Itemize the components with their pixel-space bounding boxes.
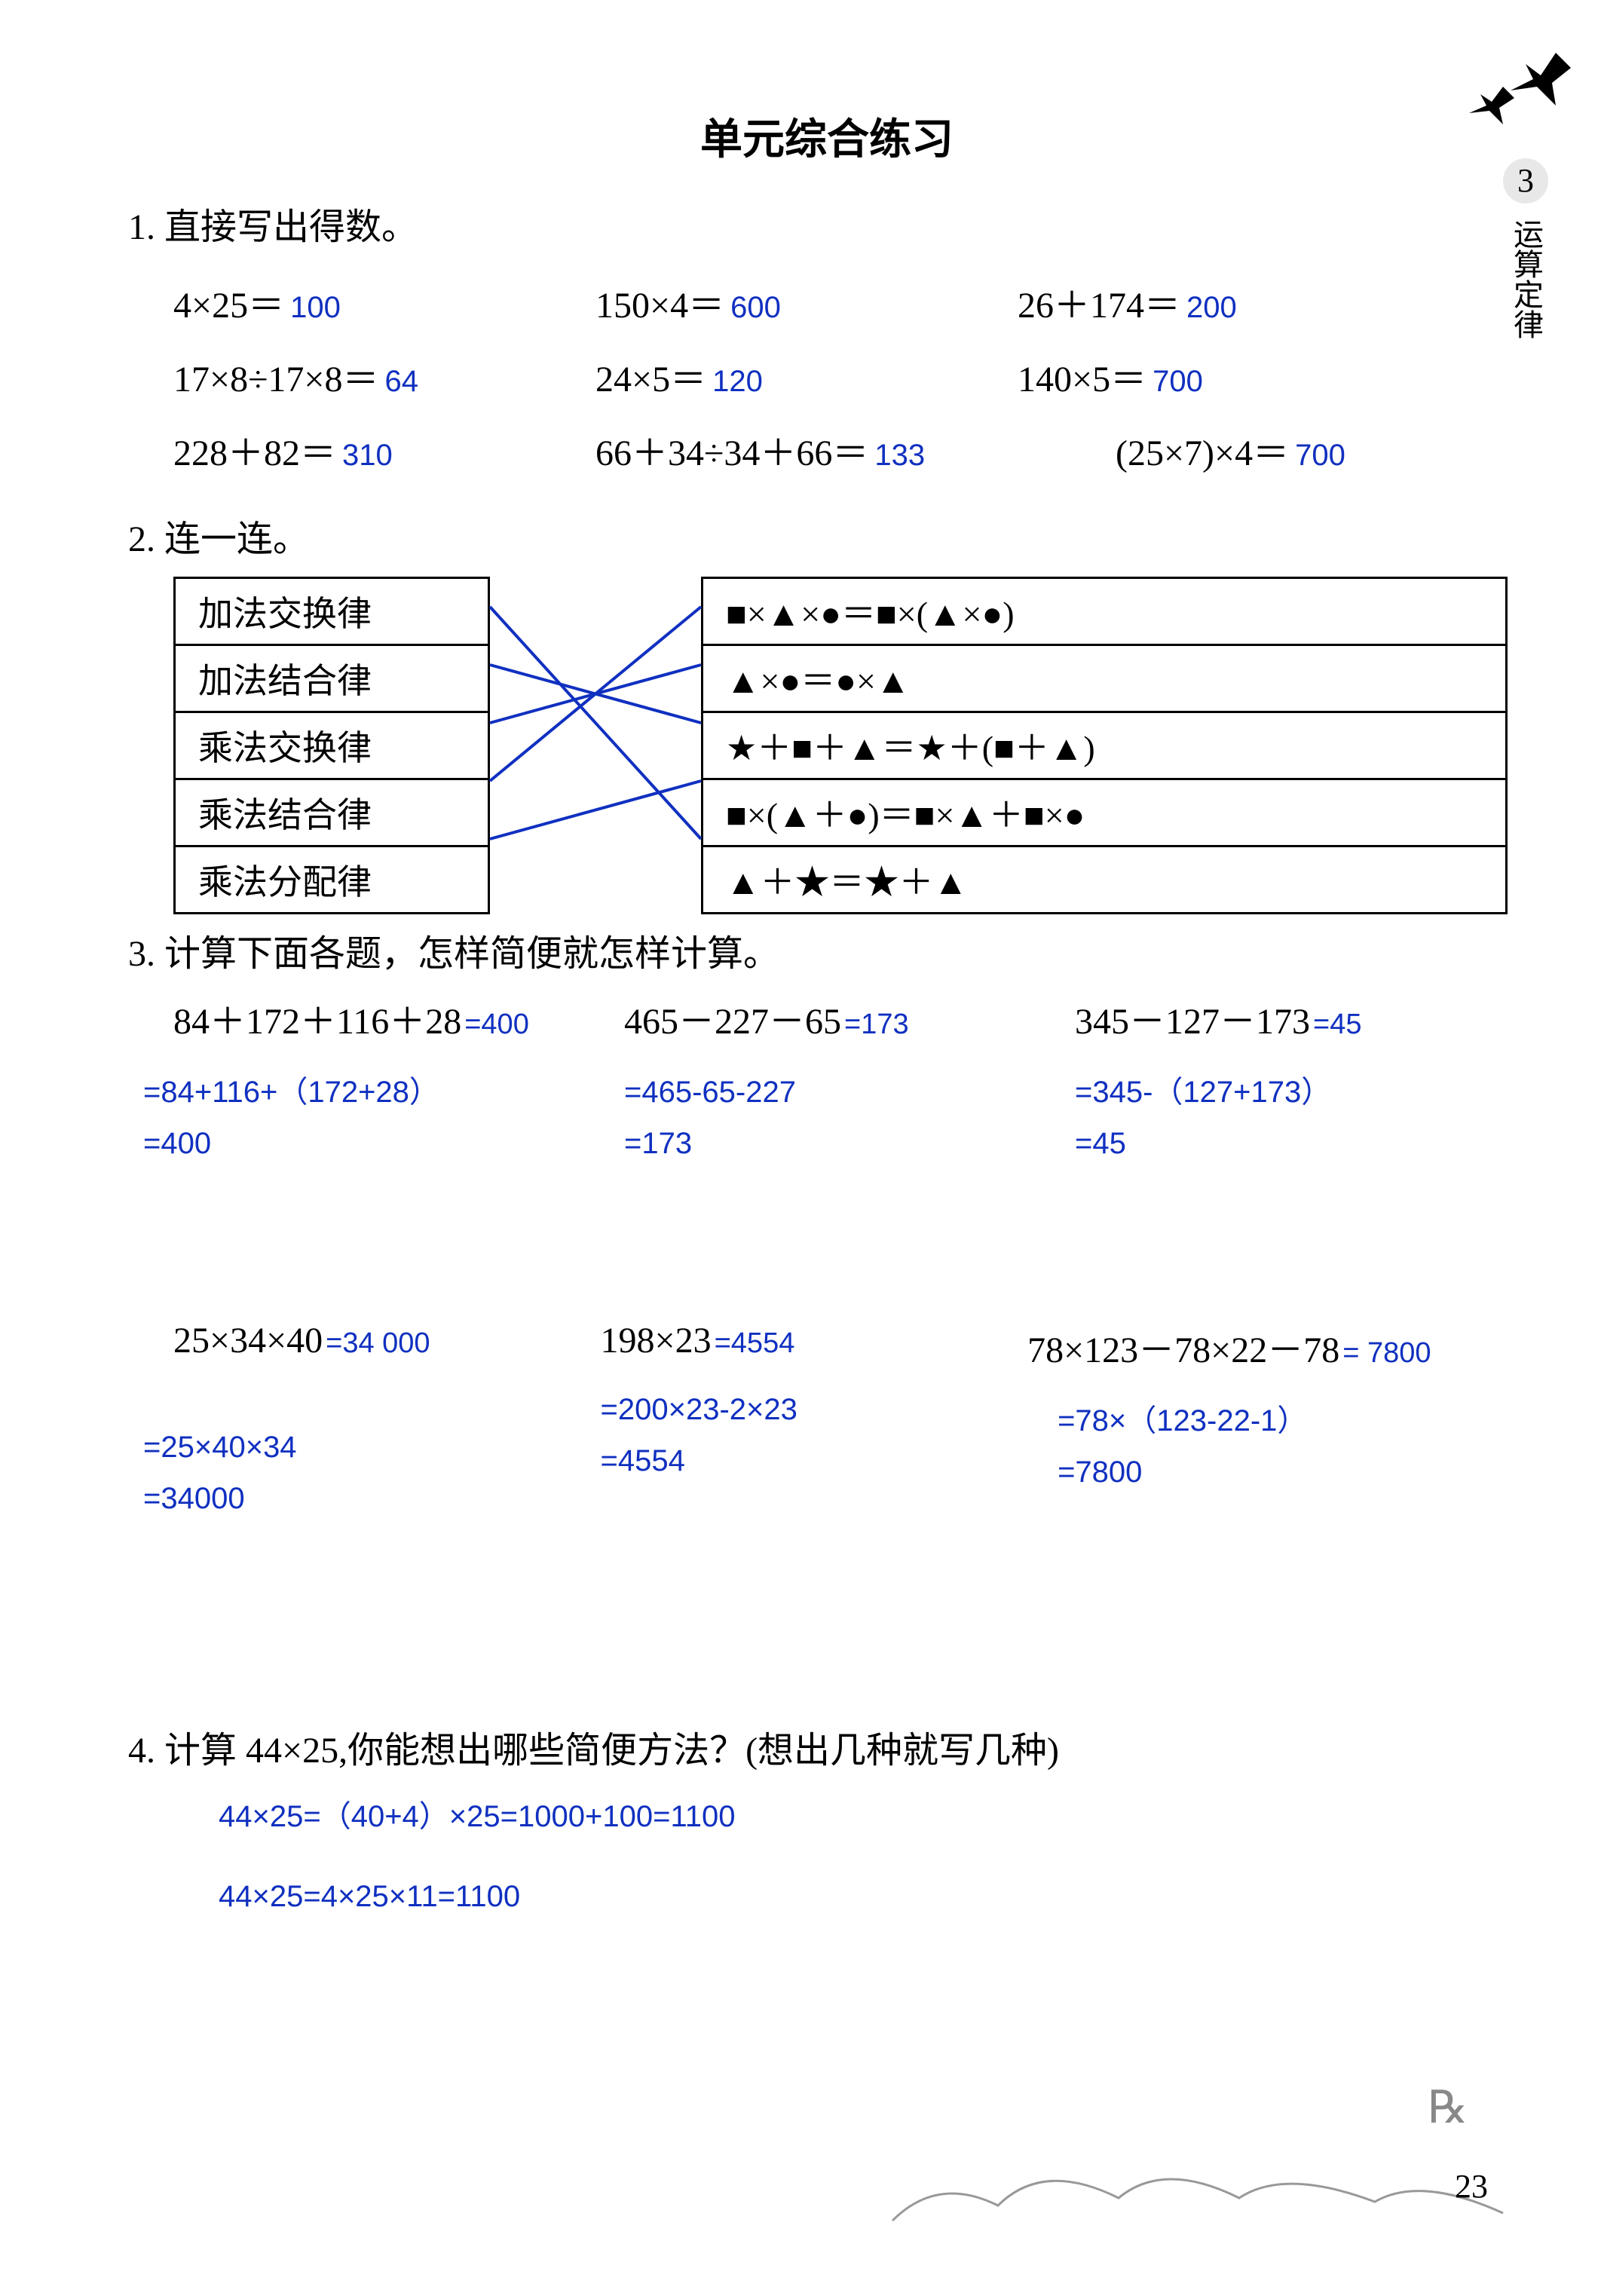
q2-right-cell: ■×(▲＋●)＝■×▲＋■×● xyxy=(703,779,1507,846)
q2-left-cell: 加法结合律 xyxy=(175,645,489,712)
q1-grid: 4×25＝100 150×4＝600 26＋174＝200 17×8÷17×8＝… xyxy=(173,265,1526,486)
q3-row2: 25×34×40=34 000 =25×40×34 =34000 198×23=… xyxy=(173,1320,1526,1524)
q2-left-table: 加法交换律 加法结合律 乘法交换律 乘法结合律 乘法分配律 xyxy=(173,577,490,914)
q1-ans: 100 xyxy=(290,291,341,325)
chapter-label: 运算定律 xyxy=(1508,219,1544,339)
q1-expr: 150×4＝ xyxy=(595,275,724,328)
bird-icon xyxy=(1458,45,1571,143)
q1-expr: 26＋174＝ xyxy=(1018,275,1180,328)
q2-right-cell: ▲＋★＝★＋▲ xyxy=(703,846,1507,914)
q3-expr: 84＋172＋116＋28 xyxy=(173,1002,461,1042)
q3-expr: 78×123－78×22－78 xyxy=(1027,1330,1339,1370)
q3-work: =465-65-227 xyxy=(624,1067,1075,1118)
svg-text:℞: ℞ xyxy=(1428,2083,1468,2132)
q2-left-cell: 乘法结合律 xyxy=(175,779,489,846)
q1-ans: 310 xyxy=(342,439,393,473)
q3-prompt: 3. 计算下面各题，怎样简便就怎样计算。 xyxy=(128,923,1526,976)
q4-work: 44×25=（40+4）×25=1000+100=1100 xyxy=(219,1788,1526,1845)
q1-ans: 700 xyxy=(1153,365,1203,399)
q1-prompt: 1. 直接写出得数。 xyxy=(128,197,1526,249)
q2-left-cell: 乘法分配律 xyxy=(175,846,489,914)
page-title: 单元综合练习 xyxy=(128,106,1526,167)
q1-expr: 228＋82＝ xyxy=(173,423,336,476)
q3-ans: =4554 xyxy=(715,1327,795,1359)
q1-ans: 200 xyxy=(1186,291,1237,325)
q3-ans: =400 xyxy=(464,1009,529,1040)
chapter-number: 3 xyxy=(1503,158,1548,204)
q1-expr: 17×8÷17×8＝ xyxy=(173,349,379,402)
q1-expr: 140×5＝ xyxy=(1018,349,1146,402)
q4-work: 44×25=4×25×11=1100 xyxy=(219,1868,1526,1925)
q3-work: =200×23-2×23 xyxy=(601,1384,1028,1435)
q3-ans: = 7800 xyxy=(1342,1337,1431,1369)
q3-expr: 465－227－65 xyxy=(624,1002,841,1042)
q1-expr: 4×25＝ xyxy=(173,275,284,328)
q3-expr: 25×34×40 xyxy=(173,1321,323,1361)
q3-work: =34000 xyxy=(143,1473,601,1524)
q3-work: =84+116+（172+28） xyxy=(143,1067,624,1118)
q3-ans: =34 000 xyxy=(326,1327,430,1359)
q2-right-cell: ■×▲×●＝■×(▲×●) xyxy=(703,578,1507,645)
q1-ans: 120 xyxy=(712,365,763,399)
q1-ans: 64 xyxy=(385,365,419,399)
q1-ans: 133 xyxy=(874,439,925,473)
q3-work: =7800 xyxy=(1058,1446,1526,1498)
page-number: 23 xyxy=(1455,2167,1488,2206)
q1-expr: 24×5＝ xyxy=(595,349,706,402)
q3-row1: 84＋172＋116＋28=400 =84+116+（172+28） =400 … xyxy=(173,991,1526,1169)
q3-work: =78×（123-22-1） xyxy=(1058,1395,1526,1446)
q3-ans: =45 xyxy=(1313,1009,1361,1040)
chapter-tab: 3 运算定律 xyxy=(1503,158,1548,339)
q1-ans: 700 xyxy=(1295,439,1345,473)
q2-match: 加法交换律 加法结合律 乘法交换律 乘法结合律 乘法分配律 ■×▲×●＝■×(▲… xyxy=(173,577,1526,878)
q2-left-cell: 乘法交换律 xyxy=(175,712,489,779)
footer-cloud-icon: ℞ xyxy=(847,2070,1526,2236)
q3-expr: 345－127－173 xyxy=(1075,1002,1310,1042)
q1-expr: (25×7)×4＝ xyxy=(1116,423,1289,476)
q3-work: =25×40×34 xyxy=(143,1422,601,1473)
q4-work-block: 44×25=（40+4）×25=1000+100=1100 44×25=4×25… xyxy=(219,1788,1526,1925)
q3-work: =45 xyxy=(1075,1118,1526,1169)
q2-right-cell: ★＋■＋▲＝★＋(■＋▲) xyxy=(703,712,1507,779)
q4-prompt: 4. 计算 44×25,你能想出哪些简便方法？(想出几种就写几种) xyxy=(128,1720,1526,1773)
q2-right-table: ■×▲×●＝■×(▲×●) ▲×●＝●×▲ ★＋■＋▲＝★＋(■＋▲) ■×(▲… xyxy=(701,577,1508,914)
q3-work: =400 xyxy=(143,1118,624,1169)
q3-ans: =173 xyxy=(844,1009,909,1040)
q1-expr: 66＋34÷34＋66＝ xyxy=(595,423,868,476)
q2-prompt: 2. 连一连。 xyxy=(128,509,1526,562)
q1-ans: 600 xyxy=(730,291,781,325)
q3-expr: 198×23 xyxy=(601,1321,712,1361)
q2-right-cell: ▲×●＝●×▲ xyxy=(703,645,1507,712)
q3-work: =173 xyxy=(624,1118,1075,1169)
q3-work: =345-（127+173） xyxy=(1075,1067,1526,1118)
q3-work: =4554 xyxy=(601,1435,1028,1486)
q2-left-cell: 加法交换律 xyxy=(175,578,489,645)
